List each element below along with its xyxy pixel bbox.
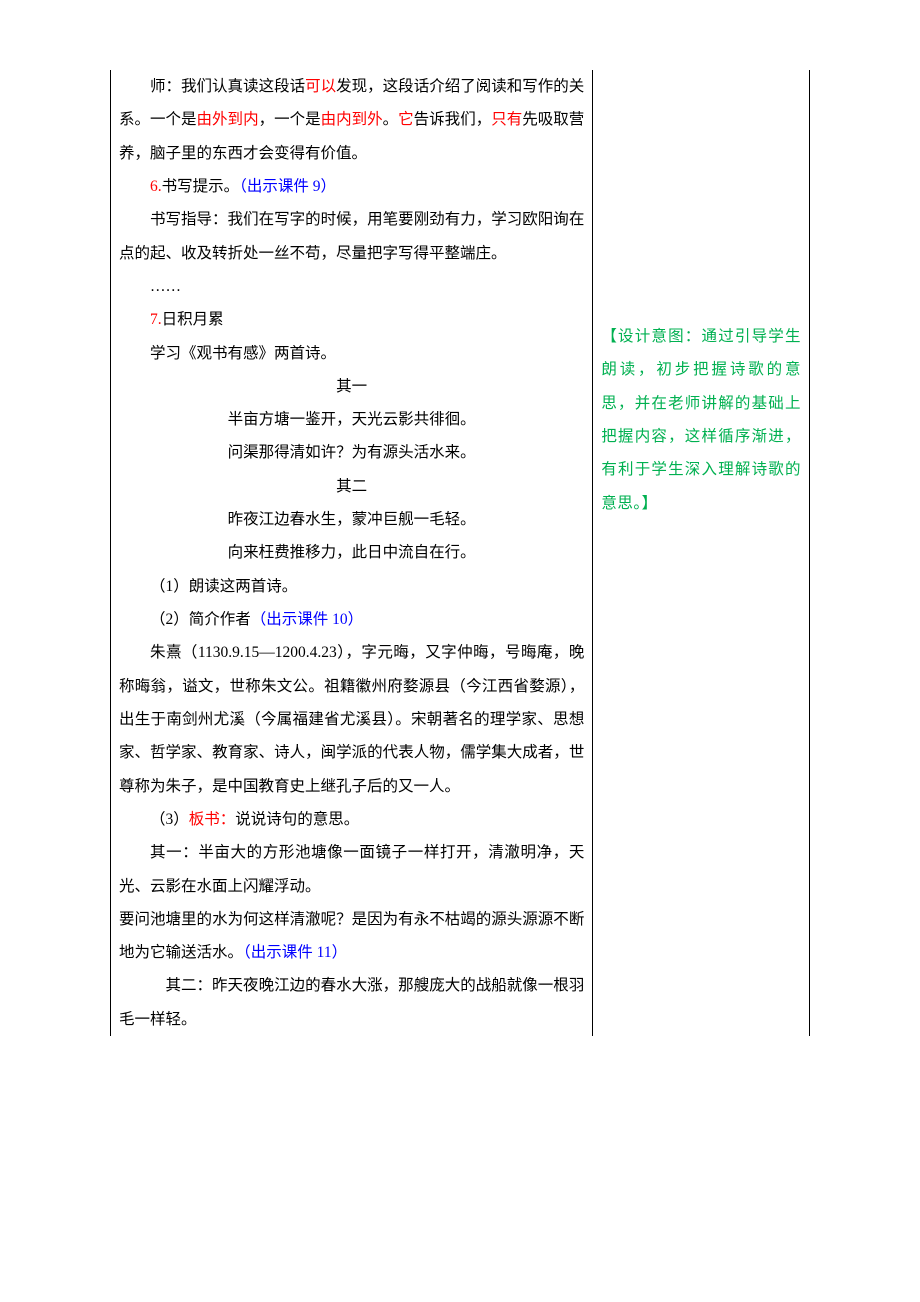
text: ，一个是 [259, 111, 321, 128]
poem1-line1: 半亩方塘一鉴开，天光云影共徘徊。 [119, 403, 584, 436]
content-table: 师：我们认真读这段话可以发现，这段话介绍了阅读和写作的关系。一个是由外到内，一个… [110, 70, 810, 1036]
text: （3） [150, 811, 189, 828]
item-number-7: 7. [150, 311, 162, 328]
paragraph-study-poems: 学习《观书有感》两首诗。 [119, 337, 584, 370]
paragraph-step3: （3）板书：说说诗句的意思。 [119, 803, 584, 836]
paragraph-meaning1: 其一：半亩大的方形池塘像一面镜子一样打开，清澈明净，天光、云影在水面上闪耀浮动。 [119, 836, 584, 903]
text: 。 [383, 111, 399, 128]
paragraph-meaning2: 其二：昨天夜晚江边的春水大涨，那艘庞大的战船就像一根羽毛一样轻。 [119, 969, 584, 1036]
page-container: 师：我们认真读这段话可以发现，这段话介绍了阅读和写作的关系。一个是由外到内，一个… [0, 0, 920, 1096]
sidebar-cell: 【设计意图：通过引导学生朗读，初步把握诗歌的意思，并在老师讲解的基础上把握内容，… [593, 70, 810, 1036]
poem2-title: 其二 [119, 470, 584, 503]
paragraph-writing-guide: 书写指导：我们在写字的时候，用笔要刚劲有力，学习欧阳询在点的起、收及转折处一丝不… [119, 203, 584, 270]
paragraph-meaning1b: 要问池塘里的水为何这样清澈呢？是因为有永不枯竭的源头源源不断地为它输送活水。（出… [119, 903, 584, 970]
paragraph-ellipsis: …… [119, 270, 584, 303]
slide-ref-9: （出示课件 9） [239, 178, 336, 195]
slide-ref-11: （出示课件 11） [243, 944, 347, 961]
text: 书写提示。 [162, 178, 240, 195]
paragraph-step1: （1）朗读这两首诗。 [119, 570, 584, 603]
poem2-line1: 昨夜江边春水生，蒙冲巨舰一毛轻。 [119, 503, 584, 536]
text-keyi: 可以 [305, 78, 336, 95]
paragraph-zhuxi-bio: 朱熹（1130.9.15—1200.4.23），字元晦，又字仲晦，号晦庵，晚称晦… [119, 636, 584, 803]
text: 日积月累 [162, 311, 224, 328]
text-banshu: 板书： [189, 811, 236, 828]
text: 要问池塘里的水为何这样清澈呢？是因为有永不枯竭的源头源源不断地为它输送活水。 [119, 911, 584, 961]
slide-ref-10: （出示课件 10） [251, 611, 363, 628]
poem1-line2: 问渠那得清如许？为有源头活水来。 [119, 436, 584, 469]
paragraph-item7: 7.日积月累 [119, 303, 584, 336]
text-ta: 它 [398, 111, 414, 128]
text-zhiyou: 只有 [491, 111, 522, 128]
text-neidaowai: 由内到外 [321, 111, 383, 128]
poem2-line2: 向来枉费推移力，此日中流自在行。 [119, 536, 584, 569]
text: 说说诗句的意思。 [235, 811, 359, 828]
paragraph-teacher-intro: 师：我们认真读这段话可以发现，这段话介绍了阅读和写作的关系。一个是由外到内，一个… [119, 70, 584, 170]
table-row: 师：我们认真读这段话可以发现，这段话介绍了阅读和写作的关系。一个是由外到内，一个… [111, 70, 810, 1036]
sidebar-spacer [601, 70, 801, 320]
paragraph-item6: 6.书写提示。（出示课件 9） [119, 170, 584, 203]
text: 告诉我们， [414, 111, 492, 128]
text: （2）简介作者 [150, 611, 251, 628]
item-number-6: 6. [150, 178, 162, 195]
text: 师：我们认真读这段话 [150, 78, 305, 95]
sidebar-design-note: 【设计意图：通过引导学生朗读，初步把握诗歌的意思，并在老师讲解的基础上把握内容，… [601, 320, 801, 520]
main-content-cell: 师：我们认真读这段话可以发现，这段话介绍了阅读和写作的关系。一个是由外到内，一个… [111, 70, 593, 1036]
text-waidaonei: 由外到内 [197, 111, 259, 128]
poem1-title: 其一 [119, 370, 584, 403]
paragraph-step2: （2）简介作者（出示课件 10） [119, 603, 584, 636]
